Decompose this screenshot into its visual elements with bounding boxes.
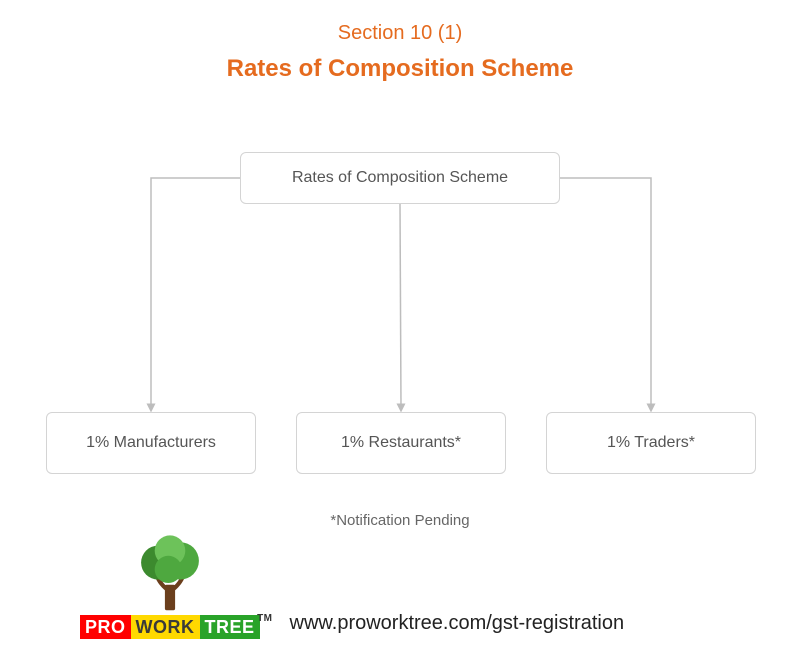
footer: PROWORKTREETM www.proworktree.com/gst-re…	[80, 532, 624, 639]
page-container: Section 10 (1) Rates of Composition Sche…	[0, 22, 800, 663]
url-text: www.proworktree.com/gst-registration	[290, 612, 625, 635]
logo-part-pro: PRO	[80, 615, 131, 639]
logo: PROWORKTREETM	[80, 532, 260, 639]
child-node-2: 1% Traders*	[546, 412, 756, 474]
tree-icon	[125, 532, 215, 617]
logo-part-tree: TREE	[200, 615, 260, 639]
logo-part-work: WORK	[131, 615, 200, 639]
child-node-1: 1% Restaurants*	[296, 412, 506, 474]
section-label: Section 10 (1)	[0, 22, 800, 45]
trademark: TM	[252, 611, 277, 627]
logo-text: PROWORKTREETM	[80, 615, 260, 639]
page-title: Rates of Composition Scheme	[0, 55, 800, 83]
child-node-0: 1% Manufacturers	[46, 412, 256, 474]
root-node: Rates of Composition Scheme	[240, 152, 560, 204]
footnote: *Notification Pending	[0, 512, 800, 529]
